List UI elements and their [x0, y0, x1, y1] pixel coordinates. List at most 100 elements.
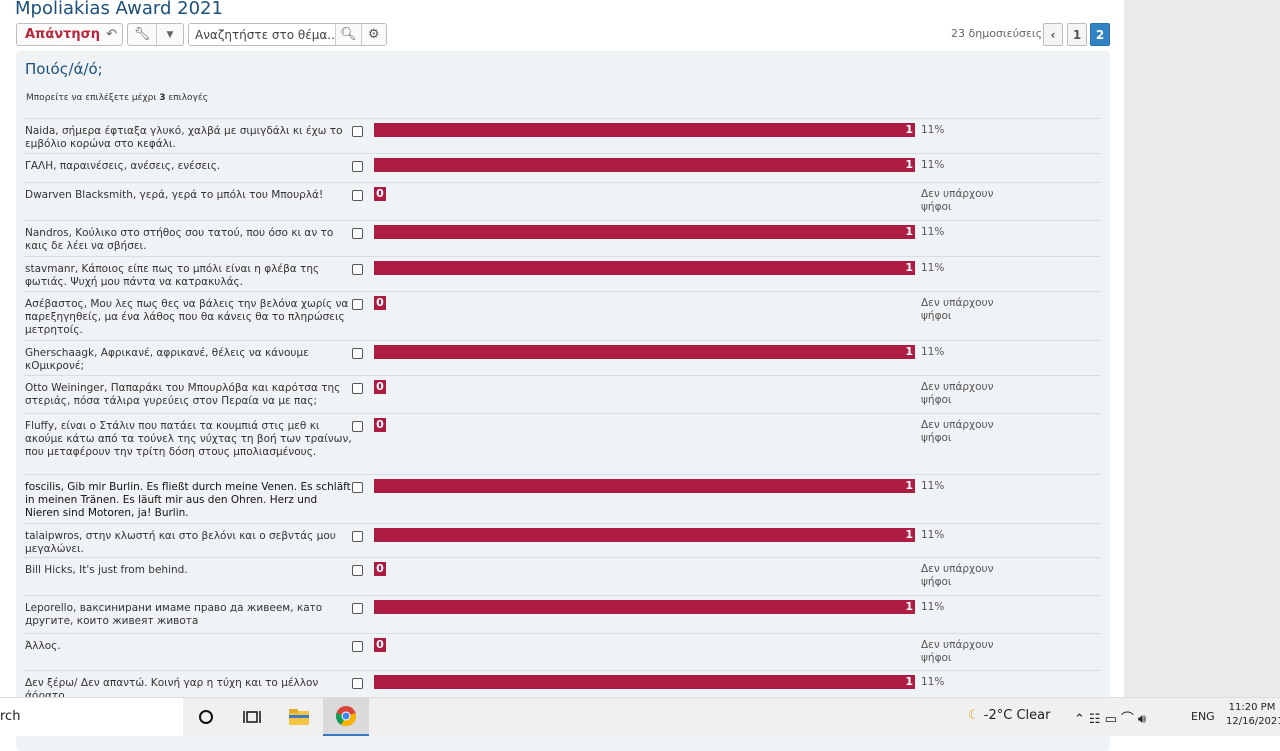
poll-vote-percent: 11%: [921, 226, 945, 238]
poll-option-checkbox[interactable]: [352, 161, 363, 172]
battery-icon[interactable]: ▭: [1104, 712, 1121, 727]
poll-option-row: talaipwros, στην κλωστή και στο βελόνι κ…: [23, 523, 1100, 555]
poll-option-row: Άλλος. 0 Δεν υπάρχουν ψήφοι: [23, 633, 1100, 664]
thread-tools-button[interactable]: 🔧︎ ▼: [127, 23, 184, 46]
poll-option-checkbox[interactable]: [352, 641, 363, 652]
taskbar-search-box[interactable]: rch: [0, 698, 183, 736]
poll-no-votes-label: Δεν υπάρχουν ψήφοι: [921, 419, 994, 444]
poll-panel: Ποιός/ά/ό; Μπορείτε να επιλέξετε μέχρι 3…: [16, 51, 1110, 751]
poll-option-row: Ασέβαστος, Μου λες πως θες να βάλεις την…: [23, 291, 1100, 336]
poll-option-row: foscilis, Gib mir Burlin. Es fließt durc…: [23, 474, 1100, 519]
network-icon[interactable]: ☷: [1088, 712, 1105, 727]
poll-option-label: Gherschaagk, Αφρικανέ, αφρικανέ, θέλεις …: [25, 347, 309, 372]
cortana-circle-icon[interactable]: [183, 698, 229, 736]
weather-temp: -2°C: [983, 708, 1013, 723]
poll-no-votes-label: Δεν υπάρχουν ψήφοι: [921, 563, 994, 588]
poll-vote-percent: 11%: [921, 529, 945, 541]
poll-vote-bar: 0: [374, 380, 386, 394]
poll-option-checkbox[interactable]: [352, 531, 363, 542]
poll-no-votes-label: Δεν υπάρχουν ψήφοι: [921, 188, 994, 213]
poll-option-row: Naida, σήμερα έφτιαξα γλυκό, χαλβά με σι…: [23, 118, 1100, 150]
poll-option-checkbox[interactable]: [352, 348, 363, 359]
poll-option-checkbox[interactable]: [352, 482, 363, 493]
poll-option-checkbox[interactable]: [352, 565, 363, 576]
poll-vote-percent: 11%: [921, 124, 945, 136]
file-explorer-icon[interactable]: [276, 698, 322, 736]
poll-option-label: Nandros, Κούλικο στο στήθος σου τατού, π…: [25, 227, 334, 252]
poll-option-row: Fluffy, είναι ο Στάλιν που πατάει τα κου…: [23, 413, 1100, 458]
poll-question: Ποιός/ά/ό;: [25, 60, 103, 78]
poll-vote-bar: 1: [374, 123, 915, 137]
poll-option-label: Otto Weininger, Παπαράκι του Μπουρλόβα κ…: [25, 382, 341, 407]
poll-option-label: ΓΑΛΗ, παραινέσεις, ανέσεις, ενέσεις.: [25, 160, 221, 172]
poll-option-label: Leporello, ваксинирани имаме право да жи…: [25, 602, 323, 627]
taskbar-clock[interactable]: 11:20 PM 12/16/2021: [1226, 701, 1280, 729]
windows-taskbar: rch ☾ -2°C Clear ⌃☷▭⌒🔊︎ ENG 11:20 PM 12/…: [0, 697, 1280, 736]
poll-option-label: Dwarven Blacksmith, γερά, γερά το μπόλι …: [25, 189, 324, 201]
poll-option-row: Δεν ξέρω/ Δεν απαντώ. Κοινή γαρ η τύχη κ…: [23, 670, 1100, 702]
clock-time: 11:20 PM: [1228, 702, 1276, 713]
wrench-icon: 🔧︎: [128, 24, 157, 45]
reply-button-label: Απάντηση: [25, 27, 101, 42]
speaker-icon[interactable]: 🔊︎: [1137, 712, 1151, 727]
poll-hint-max: 3: [159, 93, 166, 103]
taskbar-weather[interactable]: ☾ -2°C Clear: [968, 708, 1050, 723]
poll-vote-bar: 1: [374, 528, 915, 542]
poll-vote-bar: 1: [374, 600, 915, 614]
wifi-icon[interactable]: ⌒: [1120, 712, 1138, 727]
poll-no-votes-label: Δεν υπάρχουν ψήφοι: [921, 297, 994, 322]
poll-option-label: Bill Hicks, It's just from behind.: [25, 564, 188, 576]
poll-option-checkbox[interactable]: [352, 603, 363, 614]
pagination-page-2-current[interactable]: 2: [1090, 23, 1110, 46]
reply-arrow-icon: ↶: [106, 27, 117, 42]
poll-option-checkbox[interactable]: [352, 190, 363, 201]
poll-hint: Μπορείτε να επιλέξετε μέχρι 3 επιλογές: [26, 93, 208, 103]
poll-vote-bar: 0: [374, 638, 386, 652]
poll-vote-percent: 11%: [921, 601, 945, 613]
poll-vote-percent: 11%: [921, 480, 945, 492]
poll-vote-bar: 0: [374, 187, 386, 201]
poll-option-label: talaipwros, στην κλωστή και στο βελόνι κ…: [25, 530, 336, 555]
poll-option-row: Dwarven Blacksmith, γερά, γερά το μπόλι …: [23, 182, 1100, 213]
poll-option-row: Nandros, Κούλικο στο στήθος σου τατού, π…: [23, 220, 1100, 252]
thread-search-box: 🔍︎ ⚙: [188, 23, 387, 46]
poll-vote-percent: 11%: [921, 346, 945, 358]
poll-vote-bar: 0: [374, 562, 386, 576]
poll-vote-bar: 1: [374, 675, 915, 689]
poll-option-label: Ασέβαστος, Μου λες πως θες να βάλεις την…: [25, 298, 349, 336]
poll-vote-bar: 1: [374, 158, 915, 172]
pagination-page-1[interactable]: 1: [1067, 23, 1087, 46]
poll-option-label: stavmanr, Κάποιος είπε πως το μπόλι είνα…: [25, 263, 320, 288]
poll-option-checkbox[interactable]: [352, 228, 363, 239]
system-tray-icons[interactable]: ⌃☷▭⌒🔊︎: [1074, 708, 1150, 727]
pagination-prev-button[interactable]: ‹: [1043, 23, 1063, 46]
search-icon[interactable]: 🔍︎: [335, 24, 361, 45]
task-view-icon[interactable]: [229, 698, 275, 736]
poll-option-checkbox[interactable]: [352, 421, 363, 432]
post-count: 23 δημοσιεύσεις: [951, 27, 1043, 40]
poll-option-label: Fluffy, είναι ο Στάλιν που πατάει τα κου…: [25, 420, 352, 458]
poll-option-checkbox[interactable]: [352, 264, 363, 275]
poll-option-checkbox[interactable]: [352, 126, 363, 137]
gear-icon[interactable]: ⚙: [360, 24, 386, 45]
poll-option-row: ΓΑΛΗ, παραινέσεις, ανέσεις, ενέσεις. 1 11%: [23, 153, 1100, 172]
poll-vote-percent: 11%: [921, 676, 945, 688]
poll-option-checkbox[interactable]: [352, 299, 363, 310]
page-right-gutter: [1124, 0, 1280, 697]
chrome-icon[interactable]: [323, 698, 369, 736]
clock-date: 12/16/2021: [1226, 716, 1280, 727]
poll-option-checkbox[interactable]: [352, 678, 363, 689]
poll-hint-suffix: επιλογές: [168, 93, 209, 103]
poll-no-votes-label: Δεν υπάρχουν ψήφοι: [921, 639, 994, 664]
taskbar-language[interactable]: ENG: [1191, 710, 1215, 723]
chevron-left-icon: ‹: [1050, 27, 1056, 42]
weather-desc: Clear: [1016, 708, 1051, 723]
thread-search-input[interactable]: [189, 24, 335, 45]
chevron-up-icon[interactable]: ⌃: [1074, 712, 1089, 727]
poll-vote-bar: 0: [374, 418, 386, 432]
poll-option-checkbox[interactable]: [352, 383, 363, 394]
poll-option-row: Bill Hicks, It's just from behind. 0 Δεν υ…: [23, 557, 1100, 588]
poll-option-row: Otto Weininger, Παπαράκι του Μπουρλόβα κ…: [23, 375, 1100, 407]
reply-button[interactable]: Απάντηση ↶: [16, 23, 123, 46]
poll-option-row: Gherschaagk, Αφρικανέ, αφρικανέ, θέλεις …: [23, 340, 1100, 372]
